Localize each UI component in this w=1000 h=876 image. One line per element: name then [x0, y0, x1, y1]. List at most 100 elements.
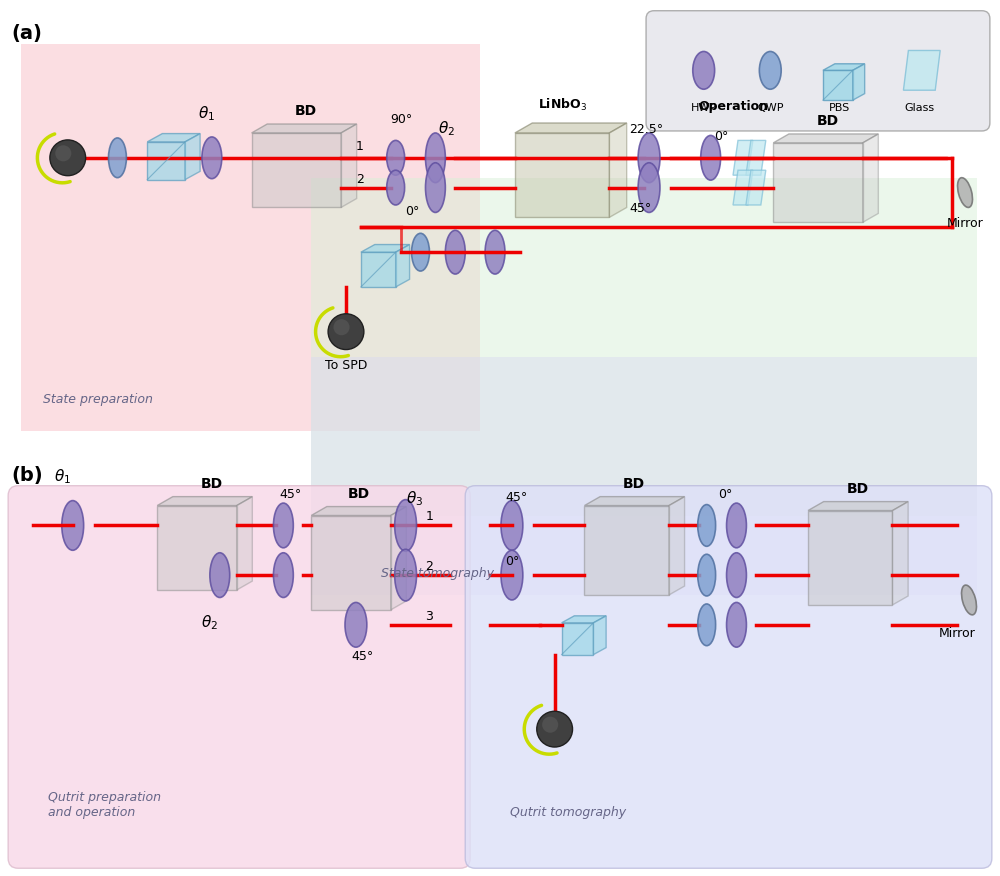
- Polygon shape: [147, 142, 185, 180]
- Polygon shape: [584, 497, 685, 505]
- Text: State tomography: State tomography: [381, 567, 494, 580]
- Circle shape: [50, 140, 86, 176]
- Ellipse shape: [698, 555, 716, 596]
- Text: 45°: 45°: [279, 488, 302, 500]
- Polygon shape: [21, 44, 480, 431]
- Ellipse shape: [62, 500, 84, 550]
- Text: 1: 1: [356, 140, 364, 152]
- Text: To SPD: To SPD: [325, 358, 367, 371]
- Polygon shape: [157, 497, 252, 505]
- Polygon shape: [584, 505, 669, 595]
- Polygon shape: [773, 134, 878, 143]
- Text: 3: 3: [425, 610, 433, 623]
- Polygon shape: [237, 497, 252, 590]
- Text: Operation: Operation: [699, 100, 769, 113]
- Polygon shape: [515, 133, 609, 217]
- Text: $\theta_2$: $\theta_2$: [201, 613, 218, 632]
- Polygon shape: [311, 506, 406, 515]
- Ellipse shape: [395, 549, 417, 601]
- Polygon shape: [733, 140, 753, 175]
- Polygon shape: [773, 143, 863, 223]
- Text: $\theta_1$: $\theta_1$: [54, 467, 71, 485]
- Text: Qutrit tomography: Qutrit tomography: [510, 806, 626, 818]
- Polygon shape: [361, 244, 410, 252]
- Text: $\theta_2$: $\theta_2$: [438, 119, 455, 138]
- Polygon shape: [391, 506, 406, 610]
- Ellipse shape: [727, 603, 746, 647]
- Text: 45°: 45°: [629, 202, 651, 215]
- Polygon shape: [157, 505, 237, 590]
- Polygon shape: [562, 623, 593, 654]
- Polygon shape: [311, 515, 391, 610]
- Polygon shape: [808, 502, 908, 511]
- Ellipse shape: [273, 553, 293, 597]
- FancyBboxPatch shape: [465, 485, 992, 868]
- Circle shape: [542, 717, 558, 732]
- Text: Mirror: Mirror: [947, 217, 984, 230]
- Text: 1: 1: [425, 511, 433, 524]
- Polygon shape: [311, 357, 977, 595]
- Ellipse shape: [345, 603, 367, 647]
- Text: (b): (b): [11, 466, 43, 484]
- Ellipse shape: [387, 170, 405, 205]
- Polygon shape: [823, 64, 865, 70]
- Text: 45°: 45°: [351, 650, 373, 662]
- Polygon shape: [823, 70, 853, 100]
- Ellipse shape: [210, 553, 230, 597]
- Ellipse shape: [501, 500, 523, 550]
- Polygon shape: [669, 497, 685, 595]
- Text: QWP: QWP: [757, 103, 784, 113]
- Ellipse shape: [501, 550, 523, 600]
- Text: Qutrit preparation
and operation: Qutrit preparation and operation: [48, 790, 161, 818]
- Ellipse shape: [395, 499, 417, 551]
- Ellipse shape: [445, 230, 465, 274]
- Ellipse shape: [701, 136, 721, 180]
- Polygon shape: [903, 51, 940, 90]
- Ellipse shape: [425, 163, 445, 213]
- Polygon shape: [808, 511, 892, 605]
- Text: BD: BD: [847, 482, 869, 496]
- Ellipse shape: [108, 138, 126, 178]
- Polygon shape: [853, 64, 865, 100]
- FancyBboxPatch shape: [646, 11, 990, 131]
- Text: State preparation: State preparation: [43, 393, 153, 406]
- Text: $\theta_1$: $\theta_1$: [198, 104, 215, 123]
- Ellipse shape: [485, 230, 505, 274]
- Ellipse shape: [727, 503, 746, 548]
- Ellipse shape: [698, 604, 716, 646]
- Polygon shape: [396, 244, 410, 287]
- Polygon shape: [863, 134, 878, 223]
- Polygon shape: [361, 252, 396, 287]
- Ellipse shape: [698, 505, 716, 547]
- Text: 0°: 0°: [505, 555, 519, 569]
- Polygon shape: [147, 133, 200, 142]
- Circle shape: [55, 145, 71, 161]
- Ellipse shape: [638, 163, 660, 213]
- Circle shape: [333, 319, 350, 336]
- Text: Glass: Glass: [904, 103, 934, 113]
- Polygon shape: [733, 170, 753, 205]
- Text: 90°: 90°: [391, 113, 413, 126]
- Polygon shape: [892, 502, 908, 605]
- Polygon shape: [252, 133, 341, 208]
- Text: Mirror: Mirror: [939, 626, 976, 639]
- Polygon shape: [252, 124, 357, 133]
- Text: $\theta_3$: $\theta_3$: [406, 489, 423, 507]
- Ellipse shape: [202, 137, 222, 179]
- Ellipse shape: [412, 233, 429, 271]
- Ellipse shape: [273, 503, 293, 548]
- Ellipse shape: [759, 52, 781, 89]
- Polygon shape: [746, 170, 766, 205]
- Polygon shape: [341, 124, 357, 208]
- Text: 2: 2: [356, 173, 364, 186]
- Text: BD: BD: [623, 477, 645, 491]
- Text: (a): (a): [11, 24, 42, 43]
- Polygon shape: [515, 123, 627, 133]
- Ellipse shape: [727, 553, 746, 597]
- Polygon shape: [185, 133, 200, 180]
- Polygon shape: [609, 123, 627, 217]
- Polygon shape: [746, 140, 766, 175]
- Text: 0°: 0°: [714, 130, 728, 143]
- Text: LiNbO$_3$: LiNbO$_3$: [538, 97, 587, 113]
- Ellipse shape: [425, 133, 445, 182]
